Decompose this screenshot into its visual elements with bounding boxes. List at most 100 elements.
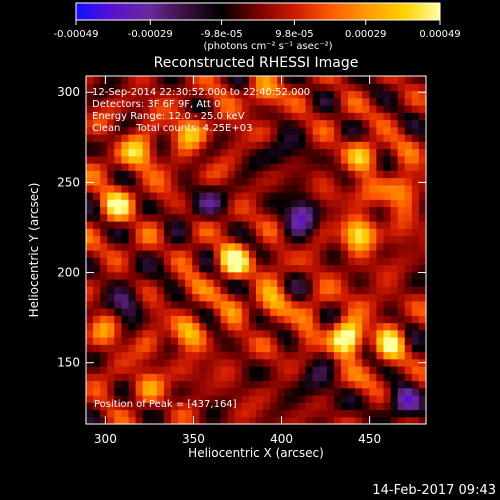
heatmap-cell bbox=[213, 141, 222, 150]
heatmap-cell bbox=[326, 279, 335, 287]
heatmap-cell bbox=[263, 155, 271, 164]
heatmap-cell bbox=[319, 199, 328, 208]
heatmap-cell bbox=[142, 90, 151, 99]
heatmap-cell bbox=[128, 250, 137, 258]
heatmap-cell bbox=[298, 315, 307, 324]
heatmap-cell bbox=[178, 264, 186, 273]
heatmap-cell bbox=[333, 387, 342, 396]
heatmap-cell bbox=[114, 337, 123, 345]
heatmap-cell bbox=[206, 112, 215, 121]
heatmap-cell bbox=[93, 358, 101, 367]
heatmap-cell bbox=[227, 416, 236, 425]
heatmap-cell bbox=[171, 402, 179, 411]
heatmap-cell bbox=[192, 366, 200, 374]
heatmap-cell bbox=[277, 228, 285, 237]
heatmap-cell bbox=[298, 213, 307, 222]
heatmap-cell bbox=[234, 76, 243, 84]
heatmap-cell bbox=[128, 119, 137, 128]
heatmap-cell bbox=[256, 242, 264, 251]
heatmap-cell bbox=[418, 170, 427, 179]
heatmap-cell bbox=[192, 257, 200, 266]
heatmap-cell bbox=[383, 206, 392, 215]
heatmap-cell bbox=[149, 148, 158, 157]
heatmap-cell bbox=[93, 155, 101, 164]
heatmap-cell bbox=[397, 358, 406, 367]
heatmap-cell bbox=[270, 228, 278, 237]
heatmap-cell bbox=[163, 344, 172, 353]
heatmap-cell bbox=[163, 279, 172, 287]
heatmap-cell bbox=[206, 199, 215, 208]
heatmap-cell bbox=[227, 170, 236, 179]
heatmap-cell bbox=[163, 257, 172, 266]
heatmap-cell bbox=[185, 264, 193, 273]
heatmap-cell bbox=[277, 380, 285, 389]
heatmap-cell bbox=[326, 170, 335, 179]
heatmap-cell bbox=[163, 322, 172, 331]
heatmap-cell bbox=[369, 380, 378, 389]
heatmap-cell bbox=[312, 206, 321, 215]
heatmap-cell bbox=[206, 344, 215, 353]
heatmap-cell bbox=[326, 235, 335, 244]
heatmap-cell bbox=[256, 134, 264, 142]
heatmap-cell bbox=[248, 286, 257, 295]
heatmap-cell bbox=[100, 155, 108, 164]
heatmap-cell bbox=[348, 90, 356, 99]
heatmap-cell bbox=[86, 170, 94, 179]
heatmap-cell bbox=[411, 213, 420, 222]
heatmap-cell bbox=[312, 373, 321, 382]
heatmap-cell bbox=[86, 322, 94, 331]
heatmap-cell bbox=[284, 155, 293, 164]
heatmap-cell bbox=[284, 308, 293, 316]
heatmap-cell bbox=[319, 97, 328, 106]
heatmap-cell bbox=[178, 155, 186, 164]
heatmap-cell bbox=[241, 192, 250, 200]
heatmap-cell bbox=[100, 329, 108, 338]
heatmap-cell bbox=[404, 279, 413, 287]
heatmap-cell bbox=[178, 416, 186, 425]
heatmap-cell bbox=[411, 373, 420, 382]
heatmap-cell bbox=[149, 170, 158, 179]
heatmap-cell bbox=[100, 395, 108, 403]
heatmap-cell bbox=[341, 90, 349, 99]
heatmap-cell bbox=[171, 387, 179, 396]
heatmap-cell bbox=[199, 366, 208, 374]
heatmap-cell bbox=[277, 119, 285, 128]
heatmap-cell bbox=[418, 250, 427, 258]
heatmap-cell bbox=[121, 76, 130, 84]
heatmap-cell bbox=[149, 141, 158, 150]
heatmap-cell bbox=[263, 134, 271, 142]
heatmap-cell bbox=[362, 250, 370, 258]
heatmap-cell bbox=[100, 351, 108, 360]
heatmap-cell bbox=[341, 199, 349, 208]
heatmap-cell bbox=[121, 300, 130, 309]
heatmap-cell bbox=[256, 329, 264, 338]
heatmap-cell bbox=[199, 148, 208, 157]
heatmap-cell bbox=[390, 141, 399, 150]
heatmap-cell bbox=[220, 228, 229, 237]
heatmap-cell bbox=[206, 105, 215, 113]
heatmap-cell bbox=[256, 235, 264, 244]
x-tick-label: 400 bbox=[270, 432, 293, 446]
heatmap-cell bbox=[248, 105, 257, 113]
heatmap-cell bbox=[135, 163, 144, 171]
heatmap-cell bbox=[397, 192, 406, 200]
heatmap-cell bbox=[227, 213, 236, 222]
heatmap-cell bbox=[263, 184, 271, 193]
heatmap-cell bbox=[298, 184, 307, 193]
heatmap-cell bbox=[263, 416, 271, 425]
heatmap-cell bbox=[397, 257, 406, 266]
heatmap-cell bbox=[192, 192, 200, 200]
heatmap-cell bbox=[121, 119, 130, 128]
heatmap-cell bbox=[114, 163, 123, 171]
heatmap-cell bbox=[121, 134, 130, 142]
heatmap-cell bbox=[305, 213, 314, 222]
heatmap-cell bbox=[213, 76, 222, 84]
heatmap-cell bbox=[248, 90, 257, 99]
heatmap-cell bbox=[305, 366, 314, 374]
heatmap-cell bbox=[163, 126, 172, 135]
heatmap-cell bbox=[404, 409, 413, 418]
heatmap-cell bbox=[333, 315, 342, 324]
heatmap-cell bbox=[291, 329, 300, 338]
heatmap-cell bbox=[418, 322, 427, 331]
